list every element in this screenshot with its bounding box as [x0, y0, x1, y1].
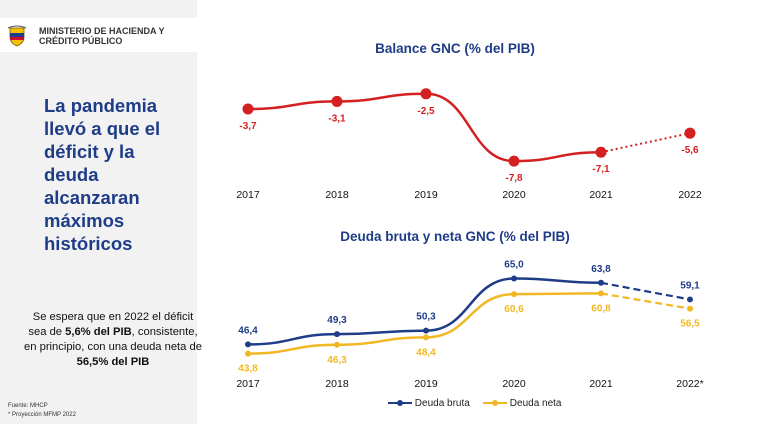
debt-neta-data-label: 48,4 — [416, 347, 436, 358]
balance-x-tick: 2019 — [414, 189, 438, 201]
balance-x-tick: 2022 — [678, 189, 702, 201]
balance-data-label: -7,1 — [592, 164, 610, 175]
balance-data-label: -3,7 — [239, 121, 257, 132]
debt-x-tick: 2020 — [502, 378, 526, 390]
debt-bruta-point — [687, 296, 693, 303]
debt-neta-data-label: 60,6 — [504, 304, 524, 315]
debt-bruta-point — [598, 279, 604, 286]
balance-point — [420, 88, 432, 100]
debt-chart: 46,4 49,3 50,3 65,0 63,8 59,1 43,8 46,3 48,4 60,6… — [236, 260, 703, 390]
balance-data-label: -3,1 — [328, 113, 346, 124]
debt-neta-data-label: 43,8 — [238, 364, 258, 375]
debt-neta-point — [334, 341, 340, 348]
legend-item-neta: Deuda neta — [483, 398, 562, 409]
debt-bruta-data-label: 50,3 — [416, 312, 436, 323]
debt-neta-line — [247, 292, 602, 355]
debt-bruta-point — [245, 341, 251, 348]
balance-data-label: -5,6 — [681, 145, 699, 156]
org-name-line2: CRÉDITO PÚBLICO — [39, 36, 123, 46]
legend-neta-swatch — [483, 400, 507, 407]
debt-x-tick: 2019 — [414, 378, 438, 390]
debt-x-tick: 2022* — [676, 378, 703, 390]
debt-bruta-projection-line — [600, 281, 691, 301]
debt-neta-point — [511, 291, 517, 298]
debt-neta-point — [245, 350, 251, 357]
debt-x-tick: 2018 — [325, 378, 349, 390]
debt-bruta-data-label: 49,3 — [327, 315, 347, 326]
debt-bruta-data-label: 65,0 — [504, 260, 524, 271]
debt-x-tick: 2017 — [236, 378, 260, 390]
legend-neta-label: Deuda neta — [509, 398, 562, 409]
balance-data-label: -7,8 — [505, 173, 523, 184]
summary-text: Se espera que en 2022 el déficit sea de … — [24, 310, 202, 370]
headline: La pandemia llevó a que el déficit y la … — [44, 95, 161, 254]
balance-chart: -3,7 2017 -3,1 2018 -2,5 2019 -7,8 2020 -7,1 2021… — [236, 88, 702, 201]
debt-neta-data-label: 46,3 — [327, 355, 347, 366]
debt-neta-point — [423, 334, 429, 341]
balance-x-tick: 2018 — [325, 189, 349, 201]
footnote-projection: * Proyección MFMP 2022 — [8, 412, 76, 418]
debt-bruta-point — [334, 331, 340, 338]
debt-bruta-point — [423, 327, 429, 334]
left-panel — [0, 0, 197, 424]
debt-neta-data-label: 56,5 — [680, 319, 700, 330]
balance-x-tick: 2020 — [502, 189, 526, 201]
debt-neta-point — [687, 305, 693, 312]
org-name-line1: MINISTERIO DE HACIENDA Y — [39, 26, 165, 36]
debt-neta-point — [598, 290, 604, 297]
legend-bruta-swatch — [388, 400, 412, 407]
balance-chart-title: Balance GNC (% del PIB) — [375, 41, 535, 56]
debt-neta-data-label: 60,8 — [591, 303, 611, 314]
summary-part1: Se espera que en 2022 el déficit sea de — [28, 311, 194, 338]
coat-of-arms-icon — [7, 25, 27, 47]
footnote-source: Fuente: MHCP — [8, 403, 48, 409]
debt-bruta-data-label: 46,4 — [238, 325, 258, 336]
logo-bar — [0, 18, 197, 52]
debt-bruta-point — [511, 275, 517, 282]
debt-neta-projection-line — [600, 292, 691, 310]
balance-projection-line — [600, 132, 691, 154]
summary-bold1: 5,6% del PIB — [65, 326, 132, 338]
balance-point — [508, 155, 520, 167]
balance-point — [684, 127, 696, 139]
legend-bruta-label: Deuda bruta — [414, 398, 470, 409]
balance-point — [331, 95, 343, 107]
balance-data-label: -2,5 — [417, 106, 435, 117]
summary-part2: , consistente, en principio, con una deu… — [24, 326, 202, 353]
legend-item-bruta: Deuda bruta — [388, 398, 470, 409]
summary-bold2: 56,5% del PIB — [76, 356, 150, 368]
balance-x-tick: 2021 — [589, 189, 613, 201]
debt-bruta-data-label: 63,8 — [591, 264, 611, 275]
organization-name: MINISTERIO DE HACIENDA Y CRÉDITO PÚBLICO — [39, 26, 189, 46]
debt-chart-title: Deuda bruta y neta GNC (% del PIB) — [340, 229, 570, 244]
balance-point — [595, 146, 607, 158]
balance-point — [242, 103, 254, 115]
debt-x-tick: 2021 — [589, 378, 613, 390]
balance-line — [247, 92, 602, 163]
debt-bruta-data-label: 59,1 — [680, 280, 700, 291]
balance-x-tick: 2017 — [236, 189, 260, 201]
